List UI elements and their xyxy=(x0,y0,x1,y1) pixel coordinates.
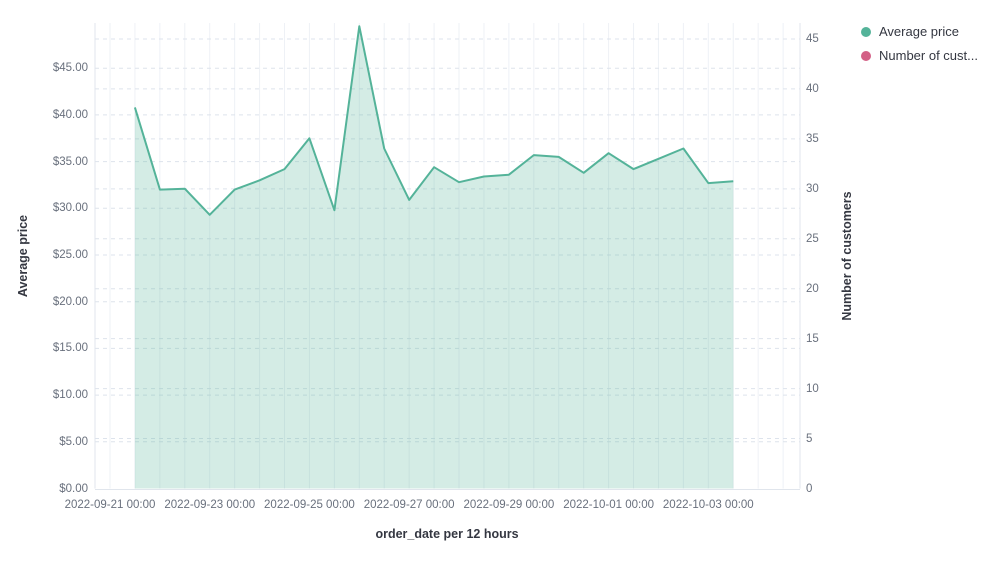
x-axis-tick-label: 2022-10-01 00:00 xyxy=(563,499,654,511)
right-axis-tick-label: 25 xyxy=(806,232,819,245)
right-axis-tick-label: 20 xyxy=(806,282,819,295)
left-axis-tick-label: $5.00 xyxy=(59,435,88,448)
chart-legend: Average price Number of cust... xyxy=(861,24,978,63)
legend-label-number-of-customers: Number of cust... xyxy=(879,48,978,63)
legend-dot-number-of-customers-icon xyxy=(861,50,871,61)
left-axis-tick-label: $45.00 xyxy=(52,62,88,75)
horizontal-gridlines xyxy=(95,38,800,443)
left-axis-tick-label: $15.00 xyxy=(52,342,88,355)
right-axis-tick-label: 35 xyxy=(806,132,819,145)
right-axis-tick-label: 40 xyxy=(806,82,819,95)
x-axis-tick-label: 2022-09-25 00:00 xyxy=(264,499,355,511)
right-axis-tick-label: 10 xyxy=(806,382,819,395)
legend-dot-average-price-icon xyxy=(861,26,871,37)
x-axis-tick-label: 2022-09-27 00:00 xyxy=(363,499,455,511)
left-axis-tick-label: $0.00 xyxy=(59,482,88,495)
left-axis-title: Average price xyxy=(16,214,30,298)
left-axis-tick-label: $35.00 xyxy=(52,155,88,168)
left-axis-tick-label: $20.00 xyxy=(52,295,88,308)
average-price-area xyxy=(134,26,734,489)
left-axis-tick-label: $25.00 xyxy=(52,249,88,261)
x-axis-tick-label: 2022-09-21 00:00 xyxy=(64,499,156,511)
x-axis-tick-label: 2022-09-29 00:00 xyxy=(463,499,555,511)
right-axis-tick-label: 30 xyxy=(806,182,819,195)
average-price-series xyxy=(133,25,734,489)
legend-item-number-of-customers[interactable]: Number of cust... xyxy=(861,48,978,63)
right-axis-tick-label: 15 xyxy=(806,332,819,345)
plot-border xyxy=(94,23,801,490)
right-axis-tick-label: 0 xyxy=(806,482,813,495)
average-price-line xyxy=(133,25,734,216)
right-axis-tick-label: 5 xyxy=(806,432,813,445)
left-axis-tick-label: $40.00 xyxy=(52,108,88,121)
x-axis-tick-label: 2022-09-23 00:00 xyxy=(164,499,256,511)
x-axis-tick-label: 2022-10-03 00:00 xyxy=(662,499,754,511)
legend-label-average-price: Average price xyxy=(879,24,959,39)
vertical-gridlines xyxy=(109,23,784,489)
x-axis-title: order_date per 12 hours xyxy=(375,527,519,541)
legend-item-average-price[interactable]: Average price xyxy=(861,24,978,39)
left-axis-tick-label: $30.00 xyxy=(52,202,88,215)
left-axis-tick-label: $10.00 xyxy=(52,389,88,402)
right-axis-title: Number of customers xyxy=(840,191,854,321)
right-axis-tick-label: 45 xyxy=(806,32,819,45)
